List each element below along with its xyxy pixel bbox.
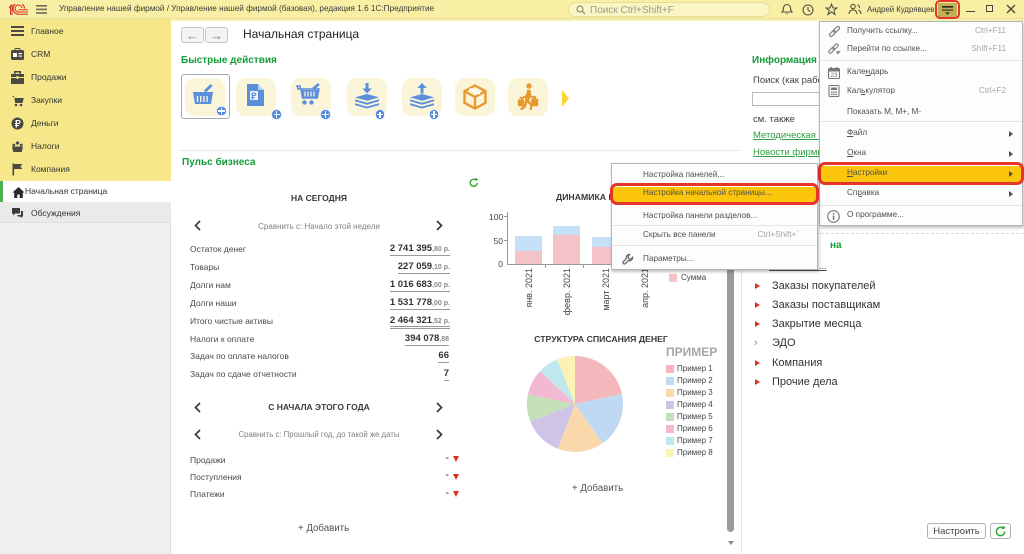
svg-text:23: 23 — [831, 73, 838, 79]
